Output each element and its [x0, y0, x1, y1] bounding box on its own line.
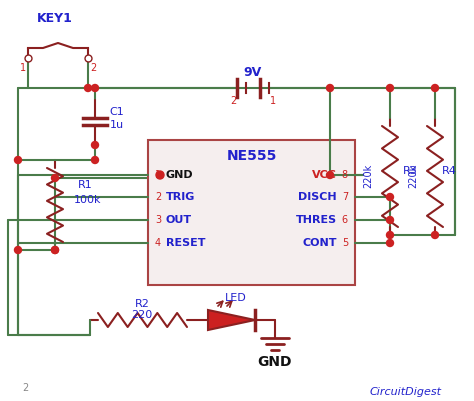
- Text: 5: 5: [342, 238, 348, 248]
- Text: 2: 2: [155, 192, 161, 202]
- Circle shape: [15, 247, 21, 253]
- Text: 220k: 220k: [363, 164, 373, 188]
- Text: 220k: 220k: [408, 164, 418, 188]
- Circle shape: [327, 172, 334, 178]
- Text: R1: R1: [78, 180, 92, 190]
- Circle shape: [386, 239, 393, 247]
- Bar: [148, 140, 355, 285]
- Text: 7: 7: [342, 192, 348, 202]
- Circle shape: [431, 231, 438, 239]
- Text: R2: R2: [135, 299, 149, 309]
- Text: 9V: 9V: [244, 65, 262, 79]
- Circle shape: [52, 247, 58, 253]
- Text: GND: GND: [166, 170, 193, 180]
- Text: 1u: 1u: [110, 120, 124, 130]
- Circle shape: [91, 142, 99, 148]
- Circle shape: [84, 85, 91, 91]
- Circle shape: [91, 85, 99, 91]
- Text: 1: 1: [20, 63, 26, 73]
- Text: VCC: VCC: [312, 170, 337, 180]
- Text: C1: C1: [109, 107, 124, 117]
- Text: 1: 1: [270, 96, 276, 106]
- Circle shape: [52, 174, 58, 182]
- Circle shape: [91, 156, 99, 164]
- Text: RESET: RESET: [166, 238, 206, 248]
- Text: LED: LED: [225, 293, 247, 303]
- Text: NE555: NE555: [226, 149, 277, 163]
- Text: 2: 2: [90, 63, 96, 73]
- Text: 220: 220: [131, 310, 153, 320]
- Circle shape: [386, 231, 393, 239]
- Polygon shape: [208, 310, 255, 330]
- Text: R4: R4: [442, 166, 456, 176]
- Text: 4: 4: [155, 238, 161, 248]
- Circle shape: [386, 217, 393, 223]
- Text: OUT: OUT: [166, 215, 192, 225]
- Text: 8: 8: [342, 170, 348, 180]
- Circle shape: [52, 247, 58, 253]
- Text: GND: GND: [258, 355, 292, 369]
- Circle shape: [386, 85, 393, 91]
- Text: CONT: CONT: [302, 238, 337, 248]
- Text: 2: 2: [22, 383, 28, 393]
- Circle shape: [327, 85, 334, 91]
- Text: THRES: THRES: [296, 215, 337, 225]
- Circle shape: [156, 171, 164, 179]
- Text: 1: 1: [155, 170, 161, 180]
- Text: 3: 3: [155, 215, 161, 225]
- Text: TRIG: TRIG: [166, 192, 195, 202]
- Text: 100k: 100k: [74, 195, 102, 205]
- Text: 6: 6: [342, 215, 348, 225]
- Circle shape: [386, 194, 393, 200]
- Text: DISCH: DISCH: [298, 192, 337, 202]
- Circle shape: [15, 156, 21, 164]
- Circle shape: [431, 85, 438, 91]
- Text: CircuitDigest: CircuitDigest: [370, 387, 442, 397]
- Text: R3: R3: [402, 166, 418, 176]
- Text: 2: 2: [230, 96, 236, 106]
- Text: KEY1: KEY1: [37, 12, 73, 24]
